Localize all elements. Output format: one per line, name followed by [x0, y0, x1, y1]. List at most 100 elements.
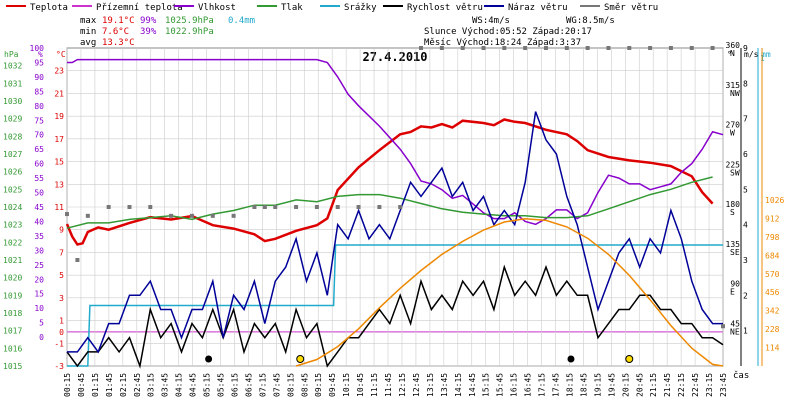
wind-direction-marker [627, 46, 632, 50]
x-tick-label: 03:45 [161, 373, 170, 397]
chart-plot [65, 46, 725, 369]
x-tick-label: 01:45 [105, 373, 114, 397]
x-tick-label: 11:45 [384, 373, 393, 397]
chart-header: Teplota Přízemní teplota Vlhkost Tlak Srážky… [6, 3, 658, 64]
legend-label: Přízemní teplota [96, 3, 183, 13]
moonset-marker [205, 355, 213, 363]
x-tick-label: 03:15 [147, 373, 156, 397]
x-unit: čas [733, 370, 749, 381]
mm-unit: mm [761, 50, 771, 59]
stats-press-min: 1022.9hPa [165, 27, 214, 37]
temperature-tick-label: 23 [54, 67, 64, 76]
radiation-tick-label: 456 [765, 288, 780, 297]
x-tick-label: 21:45 [663, 373, 672, 397]
wind-direction-marker [262, 205, 267, 209]
temperature-tick-label: 21 [54, 89, 64, 98]
radiation-tick-label: 342 [765, 307, 780, 316]
x-tick-label: 18:45 [579, 373, 588, 397]
wind-direction-marker [106, 205, 111, 209]
ms-tick-label: 8 [743, 79, 748, 88]
x-tick-label: 18:15 [565, 373, 574, 397]
wind-direction-marker [75, 258, 80, 262]
wind-direction-marker [314, 205, 319, 209]
wind-direction-marker [273, 205, 278, 209]
x-tick-label: 12:45 [412, 373, 421, 397]
x-tick-label: 06:15 [230, 373, 239, 397]
direction-tick-value: 90 [730, 280, 740, 289]
x-tick-label: 05:15 [203, 373, 212, 397]
humidity-tick-label: 40 [34, 217, 44, 226]
x-tick-label: 14:15 [454, 373, 463, 397]
humidity-tick-label: 30 [34, 246, 44, 255]
humidity-tick-label: 85 [34, 87, 44, 96]
wind-direction-marker [710, 46, 715, 50]
pressure-tick-label: 1015 [3, 362, 22, 371]
series-line-Náraz větru [67, 111, 723, 354]
x-tick-label: 17:15 [538, 373, 547, 397]
wind-direction-marker [210, 213, 215, 218]
stats-min-label: min [80, 27, 96, 37]
temperature-tick-label: 0 [59, 328, 64, 337]
wind-direction-marker [648, 46, 653, 50]
humidity-tick-label: 80 [34, 102, 44, 111]
humidity-tick-label: 55 [34, 174, 44, 183]
pressure-tick-label: 1018 [3, 309, 22, 318]
temperature-tick-label: -1 [54, 339, 64, 348]
x-tick-label: 08:45 [300, 373, 309, 397]
wind-direction-marker [419, 46, 424, 50]
stats-temp-min: 7.6°C [102, 27, 129, 37]
radiation-tick-label: 798 [765, 233, 780, 242]
humidity-tick-label: 70 [34, 131, 44, 140]
humidity-tick-label: 50 [34, 189, 44, 198]
x-tick-label: 00:15 [63, 373, 72, 397]
wind-direction-marker [169, 213, 174, 218]
wind-direction-marker [668, 46, 673, 50]
wind-direction-marker [398, 205, 403, 209]
series-line-Srážky [67, 244, 723, 367]
direction-tick-value: 360 [726, 41, 741, 50]
temperature-tick-label: 1 [59, 317, 64, 326]
stats-avg-label: avg [80, 38, 96, 48]
x-tick-label: 15:45 [496, 373, 505, 397]
wind-direction-marker [585, 46, 590, 50]
stats-ws: WS:4m/s [472, 16, 510, 26]
x-tick-label: 09:45 [328, 373, 337, 397]
wind-direction-marker [606, 46, 611, 50]
legend-label: Teplota [30, 3, 68, 13]
wind-direction-marker [481, 46, 486, 50]
direction-tick-label: NE [730, 327, 740, 336]
x-tick-label: 21:15 [649, 373, 658, 397]
radiation-tick-label: 228 [765, 325, 780, 334]
humidity-tick-label: 45 [34, 203, 44, 212]
humidity-tick-label: 0 [39, 333, 44, 342]
temperature-tick-label: 19 [54, 112, 64, 121]
humidity-tick-label: 100 [30, 44, 45, 53]
pressure-tick-label: 1027 [3, 150, 22, 159]
x-tick-label: 15:15 [482, 373, 491, 397]
x-tick-label: 16:15 [510, 373, 519, 397]
wind-direction-marker [502, 46, 507, 50]
humidity-tick-label: 60 [34, 160, 44, 169]
legend-label: Tlak [281, 3, 303, 13]
x-tick-label: 12:15 [398, 373, 407, 397]
radiation-tick-label: 684 [765, 251, 780, 260]
pressure-tick-label: 1032 [3, 62, 22, 71]
direction-tick-label: N [730, 49, 735, 58]
ms-tick-label: 6 [743, 150, 748, 159]
series-line-Sluneční svit [295, 218, 724, 367]
temperature-tick-label: 17 [54, 135, 64, 144]
stats-temp-max: 19.1°C [102, 16, 135, 26]
x-tick-label: 23:45 [719, 373, 728, 397]
sunrise-marker [296, 355, 305, 363]
ms-tick-label: 9 [743, 44, 748, 53]
x-tick-label: 04:15 [175, 373, 184, 397]
series-line-Vlhkost [67, 58, 724, 226]
pressure-tick-label: 1017 [3, 327, 22, 336]
x-tick-label: 19:45 [607, 373, 616, 397]
stats-temp-avg: 13.3°C [102, 38, 135, 48]
humidity-tick-label: 90 [34, 73, 44, 82]
wind-direction-marker [85, 213, 90, 218]
humidity-tick-label: 25 [34, 261, 44, 270]
wind-direction-marker [523, 46, 528, 50]
humidity-tick-label: 10 [34, 304, 44, 313]
